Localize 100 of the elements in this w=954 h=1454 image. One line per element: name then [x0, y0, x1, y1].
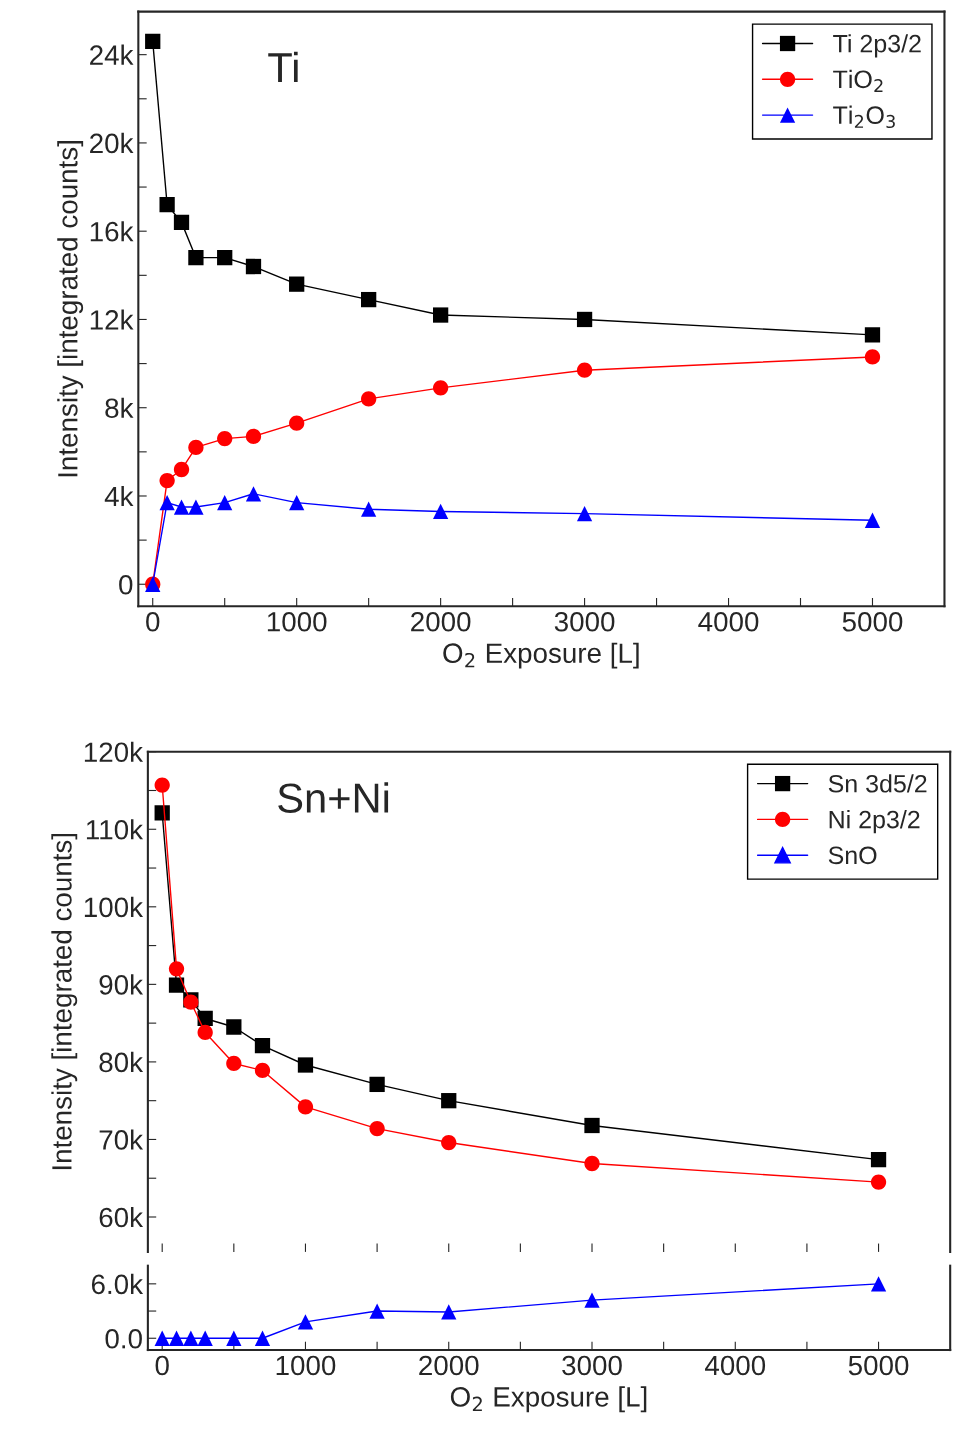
x-tick-label: 2000 [411, 611, 471, 632]
point [432, 307, 449, 323]
point [183, 1330, 199, 1346]
point [254, 1330, 271, 1346]
point [173, 461, 190, 478]
point [173, 214, 190, 230]
point [441, 1304, 457, 1320]
point [361, 391, 377, 407]
legend-label: Ni 2p3/2 [829, 810, 920, 834]
point [369, 1120, 385, 1137]
y-tick-label: 16k [90, 221, 134, 242]
point [226, 1019, 242, 1035]
point [159, 494, 175, 511]
point [289, 415, 305, 431]
point [245, 428, 262, 445]
y-tick-label: 12k [90, 309, 134, 330]
x-tick-label: 4000 [705, 1355, 766, 1376]
point [245, 258, 262, 275]
x-tick-label: 0 [146, 611, 160, 632]
text: Ti [268, 51, 298, 82]
point [217, 430, 233, 447]
point [254, 1037, 271, 1054]
point [864, 327, 881, 343]
point [870, 1151, 887, 1168]
x-tick-label: 4000 [698, 611, 759, 632]
point [188, 499, 204, 515]
point [159, 197, 175, 213]
x-tick-label: 1000 [276, 1355, 336, 1376]
legend-label: Ti 2p3/2 [833, 34, 921, 58]
x-tick-label: 3000 [562, 1355, 622, 1376]
x-tick-label: 5000 [848, 1355, 909, 1376]
x-tick-label: 1000 [267, 611, 327, 632]
point [154, 805, 170, 821]
point [441, 1134, 457, 1151]
point [188, 250, 204, 266]
y-tick-label: 8k [105, 397, 134, 419]
point [188, 439, 204, 456]
x-tick-label: 5000 [842, 611, 903, 632]
point [289, 494, 305, 511]
point [168, 961, 185, 977]
legend-label: SnO [828, 846, 877, 865]
point [168, 977, 185, 993]
point [584, 1155, 600, 1172]
y-tick-label: 20k [90, 132, 134, 154]
point [870, 1276, 887, 1292]
text: Sn+Ni [278, 782, 389, 813]
point [441, 1093, 457, 1109]
point [361, 501, 377, 517]
point [217, 494, 233, 511]
point [432, 503, 449, 520]
point [369, 1303, 385, 1319]
y-tick-label: 24k [90, 44, 134, 65]
x-axis-title: O$_{2}$ Exposure [L] [443, 642, 639, 669]
point [226, 1055, 242, 1072]
y-tick-label: 4k [104, 485, 134, 507]
point [154, 777, 170, 793]
point [576, 506, 593, 522]
x-tick-label: 0 [155, 1355, 169, 1376]
point [576, 362, 593, 378]
y-tick-label: 100k [84, 896, 144, 918]
point [576, 311, 593, 328]
y-tick-label: 110k [86, 819, 144, 840]
point [226, 1330, 242, 1346]
point [584, 1292, 600, 1308]
legend-label: Sn 3d5/2 [828, 774, 927, 793]
x-tick-label: 2000 [419, 1355, 479, 1376]
point [168, 1330, 185, 1346]
y-tick-label: 90k [99, 974, 144, 995]
legend-label: Ti$_{2}$O$_{3}$ [833, 105, 895, 129]
point [432, 380, 449, 396]
point [197, 1330, 213, 1346]
point [361, 291, 377, 308]
point [289, 276, 305, 292]
point [864, 512, 881, 528]
point [245, 486, 262, 502]
y-tick-label: 120k [84, 741, 144, 763]
y-tick-label: 0 [119, 574, 133, 595]
point [584, 1117, 600, 1134]
x-axis-title: O$_{2}$ Exposure [L] [450, 1386, 647, 1413]
y-tick-label: 80k [99, 1051, 144, 1073]
point [297, 1099, 314, 1115]
point [297, 1057, 314, 1073]
point [369, 1076, 385, 1093]
point [145, 33, 161, 50]
point [254, 1062, 271, 1079]
y-axis-title: Intensity [integrated counts] [57, 141, 84, 477]
y-axis-title: Intensity [integrated counts] [51, 833, 78, 1170]
point [197, 1024, 213, 1041]
point [870, 1174, 887, 1190]
point [217, 250, 233, 266]
point [297, 1314, 314, 1330]
point [173, 499, 190, 515]
y-tick-label: 0.0 [105, 1328, 142, 1349]
y-tick-label: 6.0k [91, 1273, 144, 1295]
x-tick-label: 3000 [554, 611, 615, 632]
y-tick-label: 60k [99, 1206, 144, 1228]
legend-label: TiO$_{2}$ [833, 69, 883, 93]
y-tick-label: 70k [99, 1129, 144, 1150]
point [154, 1330, 170, 1346]
point [864, 349, 881, 365]
